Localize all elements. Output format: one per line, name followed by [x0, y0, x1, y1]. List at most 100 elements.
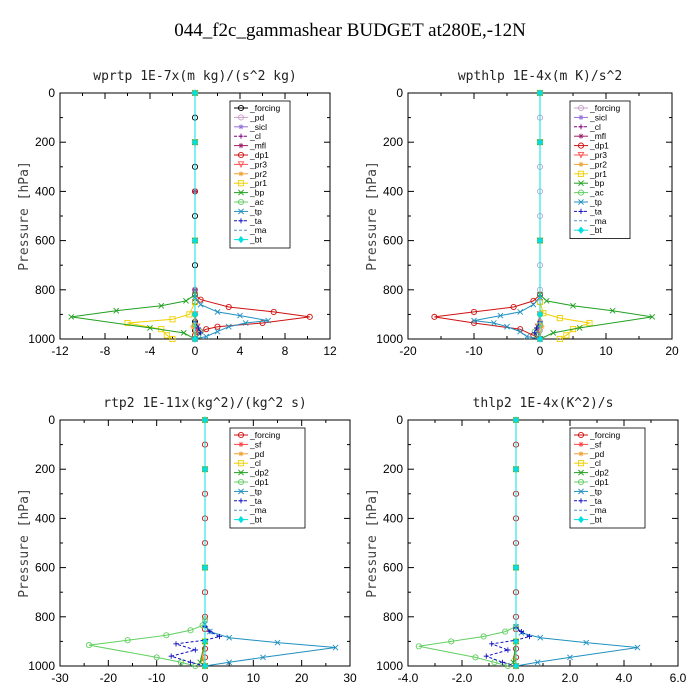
x-tick-label: 30: [343, 671, 357, 685]
data-point: [523, 333, 530, 340]
y-tick-label: 200: [35, 462, 55, 476]
legend-entry: _ta: [589, 206, 602, 216]
y-tick-label: 0: [48, 86, 55, 100]
legend-swatch-marker: [237, 478, 245, 486]
legend-entry: _sf: [249, 439, 262, 449]
legend: _forcing_sf_pd_cl_dp2_dp1_tp_ta_ma_bt: [569, 427, 646, 529]
legend-entry: _pd: [589, 449, 604, 459]
legend-entry: _dp1: [589, 477, 609, 487]
data-point: [556, 315, 563, 322]
data-point: [225, 303, 232, 311]
data-point: [195, 325, 201, 331]
data-point: [556, 335, 563, 343]
y-tick-label: 200: [383, 462, 403, 476]
data-point: [163, 332, 170, 339]
data-point: [518, 628, 524, 635]
legend-swatch-marker: [238, 124, 244, 130]
data-point: [177, 659, 184, 666]
legend-swatch-marker: [238, 218, 244, 224]
panel-title: thlp2 1E-4x(K^2)/s: [473, 396, 614, 411]
legend-entry: _cl: [589, 122, 601, 132]
legend-entry: _dp1: [249, 477, 269, 487]
legend-swatch-marker: [238, 469, 244, 476]
series-line: [418, 420, 517, 667]
legend-entry: _mfl: [249, 141, 266, 151]
legend-entry: _ma: [589, 216, 607, 226]
x-tick-label: 0.0: [508, 671, 525, 685]
y-tick-label: 400: [383, 511, 403, 525]
data-point: [169, 316, 176, 323]
legend-swatch-marker: [577, 189, 585, 196]
legend-entry: _dp1: [249, 150, 269, 160]
y-axis-label: Pressure [hPa]: [17, 488, 32, 598]
legend-entry: _tp: [249, 486, 262, 496]
page-title: 044_f2c_gammashear BUDGET at280E,-12N: [174, 20, 526, 41]
x-tick-label: -12: [51, 344, 69, 358]
legend-entry: _bp: [589, 178, 604, 188]
data-point: [537, 236, 543, 245]
legend-swatch-marker: [238, 441, 244, 447]
series-bt: [513, 416, 519, 670]
series-bp: [68, 90, 198, 342]
legend-swatch-marker: [578, 114, 584, 120]
data-point: [216, 633, 223, 640]
data-point: [202, 416, 208, 424]
y-tick-label: 200: [383, 135, 403, 149]
data-point: [202, 662, 208, 670]
legend-entry: _mfl: [589, 131, 606, 141]
legend-entry: _cl: [589, 458, 601, 468]
data-point: [567, 654, 573, 661]
legend-entry: _ma: [249, 505, 267, 515]
data-point: [202, 637, 208, 646]
x-tick-label: 10: [599, 344, 613, 358]
data-point: [226, 634, 233, 641]
y-tick-label: 600: [35, 234, 55, 248]
panel-title: wprtp 1E-7x(m kg)/(s^2 kg): [93, 69, 297, 84]
legend-entry: _pr1: [589, 169, 607, 179]
legend-entry: _ac: [249, 197, 264, 207]
data-point: [183, 297, 189, 304]
y-tick-label: 1000: [28, 332, 55, 346]
legend-entry: _ac: [589, 188, 604, 198]
legend: _forcing_sicl_cl_mfl_dp1_pr3_pr2_pr1_bp_…: [569, 100, 631, 240]
x-tick-label: -4: [145, 344, 156, 358]
data-point: [530, 301, 537, 308]
y-tick-label: 1000: [376, 659, 403, 673]
data-point: [214, 323, 221, 330]
x-tick-label: -20: [399, 344, 417, 358]
legend-swatch-marker: [578, 441, 584, 447]
legend-swatch-marker: [238, 171, 244, 177]
legend-swatch-marker: [238, 488, 244, 495]
series-line: [484, 420, 531, 667]
legend-swatch-marker: [578, 226, 584, 234]
data-point: [532, 330, 538, 336]
data-point: [198, 330, 204, 336]
data-point: [113, 307, 120, 314]
legend-entry: _dp1: [589, 141, 609, 151]
y-axis-label: Pressure [hPa]: [365, 488, 380, 598]
y-axis-label: Pressure [hPa]: [365, 161, 380, 271]
legend-entry: _cl: [249, 458, 261, 468]
x-tick-label: 2.0: [562, 671, 579, 685]
series-ta: [168, 417, 223, 669]
x-tick-label: 4: [237, 344, 244, 358]
data-point: [163, 632, 170, 639]
legend-entry: _pr3: [589, 150, 607, 160]
data-point: [153, 654, 160, 661]
data-point: [537, 138, 543, 146]
data-point: [490, 320, 497, 326]
data-point: [576, 325, 583, 331]
legend-swatch-marker: [238, 235, 244, 244]
legend-swatch-marker: [578, 133, 584, 139]
legend-swatch-marker: [578, 469, 584, 476]
data-point: [270, 308, 277, 315]
legend-swatch-marker: [237, 104, 245, 112]
data-point: [543, 297, 550, 304]
data-point: [192, 335, 198, 343]
series-line: [88, 420, 206, 667]
data-point: [415, 643, 422, 650]
legend-swatch-marker: [238, 189, 244, 196]
data-point: [192, 236, 198, 245]
data-point: [634, 644, 641, 651]
